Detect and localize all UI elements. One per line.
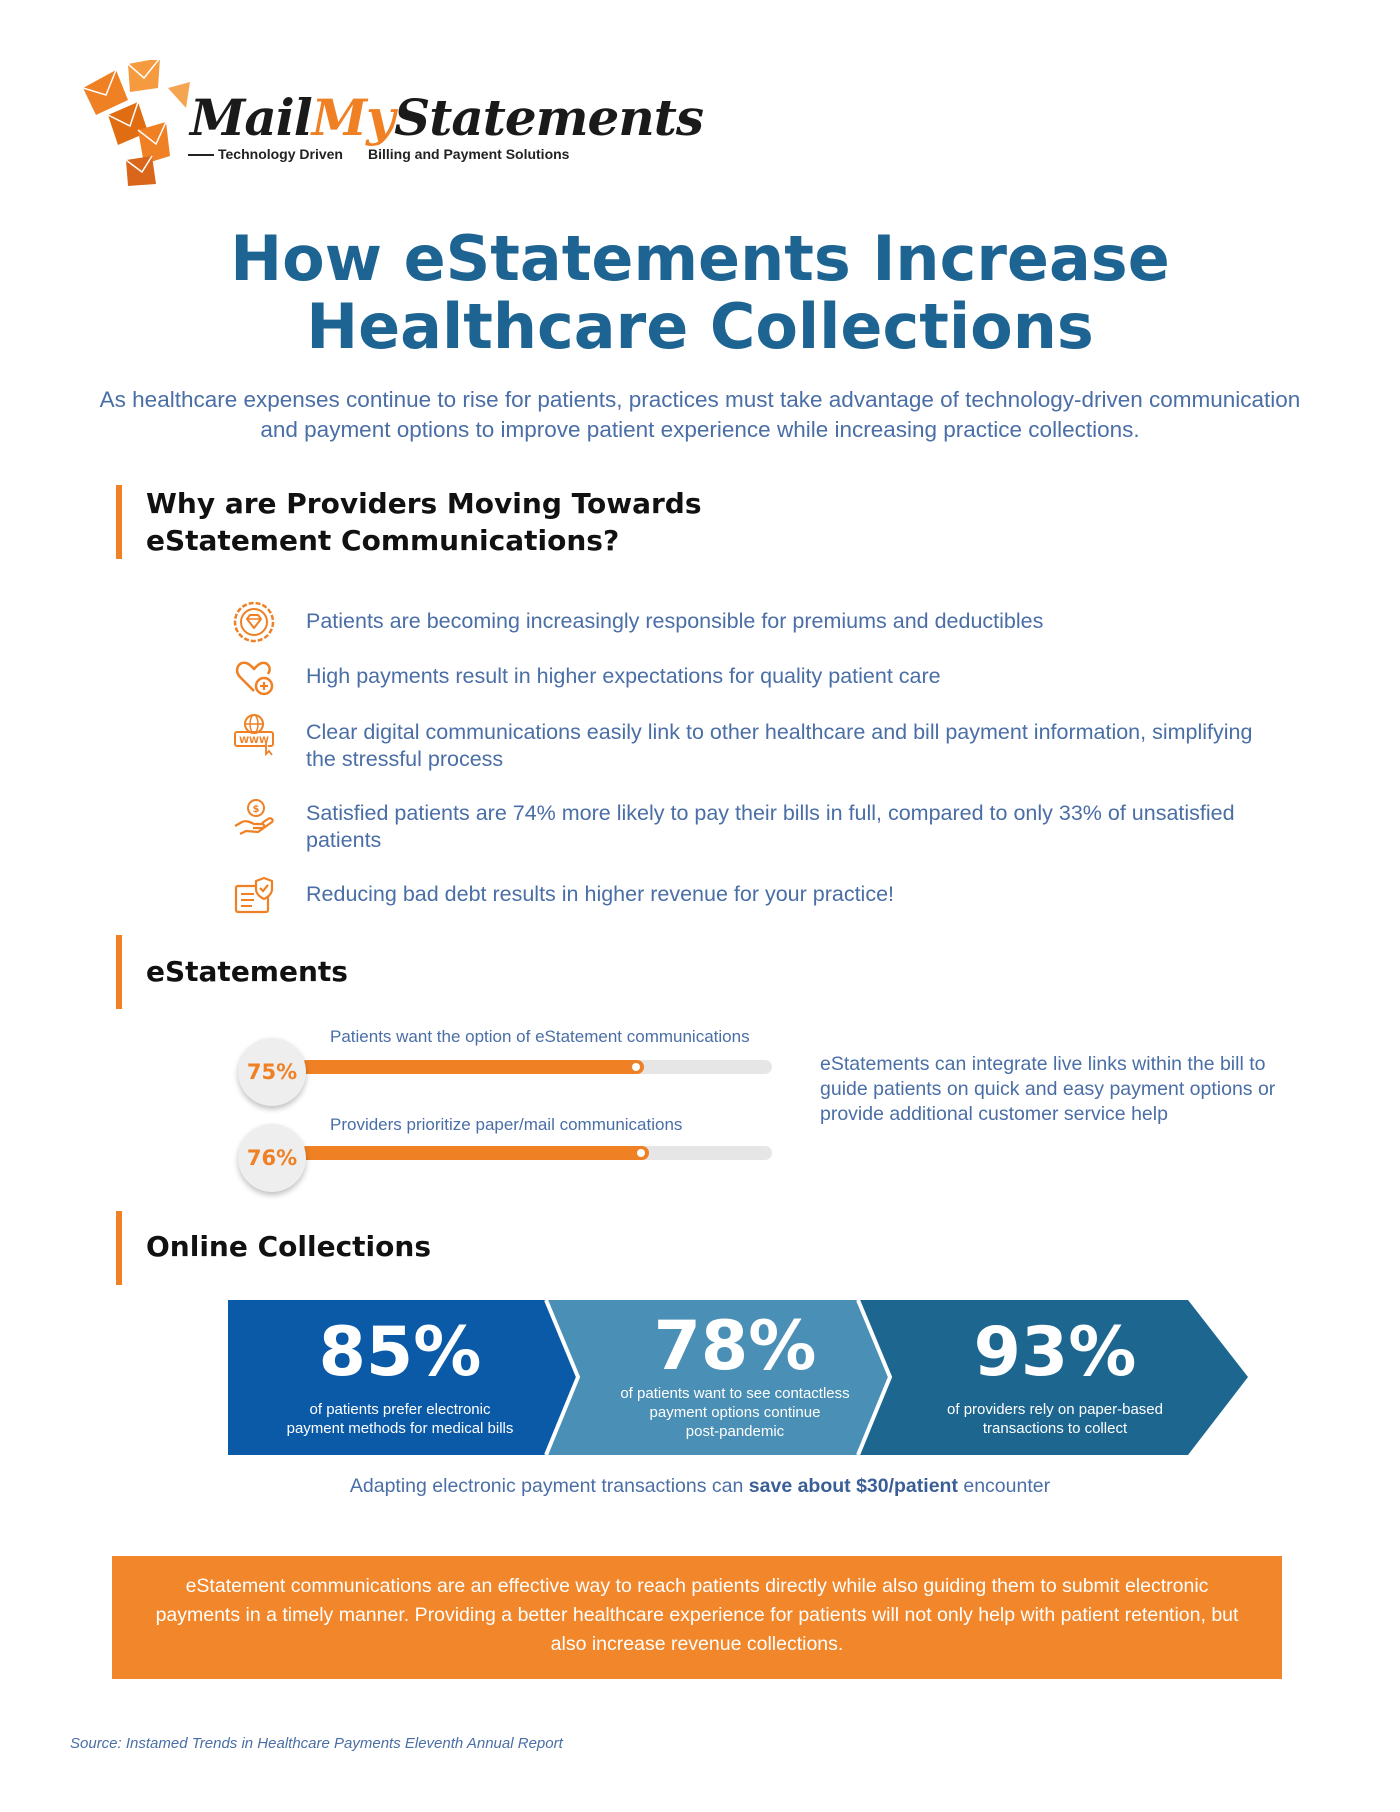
stat-value-2: 78% bbox=[653, 1307, 817, 1386]
stat-desc-2c: post-pandemic bbox=[685, 1423, 785, 1440]
progress-fill-1 bbox=[300, 1060, 644, 1074]
percent-badge-2: 76% bbox=[238, 1124, 306, 1192]
chevron-segment-2 bbox=[516, 1300, 890, 1455]
stat-desc-1a: of patients prefer electronic bbox=[309, 1401, 491, 1418]
svg-text:$: $ bbox=[253, 804, 260, 815]
section-estatements-title: eStatements bbox=[146, 955, 348, 988]
reason-text-3: Clear digital communications easily link… bbox=[306, 720, 1253, 771]
savings-highlight: save about $30/patient bbox=[748, 1475, 958, 1497]
envelope-cluster-icon bbox=[82, 60, 190, 186]
hand-coin-icon: $ bbox=[234, 799, 274, 835]
logo-word-my: My bbox=[311, 88, 395, 147]
verified-document-icon bbox=[234, 876, 274, 914]
stat-desc-2b: payment options continue bbox=[649, 1404, 821, 1421]
source-citation: Source: Instamed Trends in Healthcare Pa… bbox=[70, 1735, 563, 1752]
section-why-title-line2: eStatement Communications? bbox=[146, 524, 620, 557]
stat-desc-2a: of patients want to see contactless bbox=[620, 1385, 850, 1402]
page-title-line1: How eStatements Increase bbox=[230, 222, 1170, 295]
logo-word-mail: Mail bbox=[190, 88, 313, 147]
logo-wordmark: MailMyStatements bbox=[190, 88, 704, 147]
logo-tagline-right: Billing and Payment Solutions bbox=[368, 146, 570, 162]
stat-block-2: 78% of patients want to see contactless … bbox=[590, 1312, 880, 1441]
savings-suffix: encounter bbox=[957, 1475, 1051, 1497]
stat-desc-3b: transactions to collect bbox=[982, 1420, 1128, 1437]
stats-chevron-banner bbox=[228, 1300, 1248, 1455]
bar-label-1: Patients want the option of eStatement c… bbox=[330, 1027, 750, 1046]
savings-line: Adapting electronic payment transactions… bbox=[0, 1475, 1400, 1498]
reason-text-4: Satisfied patients are 74% more likely t… bbox=[306, 801, 1235, 852]
chevron-segment-3 bbox=[858, 1300, 1248, 1455]
company-logo bbox=[82, 60, 190, 186]
stat-block-3: 93% of providers rely on paper-based tra… bbox=[905, 1318, 1205, 1438]
section-why-title: Why are Providers Moving Towards eStatem… bbox=[146, 485, 702, 559]
stat-value-1: 85% bbox=[318, 1313, 482, 1392]
logo-tagline-left: Technology Driven bbox=[188, 146, 343, 162]
svg-text:WWW: WWW bbox=[239, 736, 269, 746]
stat-value-3: 93% bbox=[973, 1313, 1137, 1392]
progress-fill-2 bbox=[300, 1146, 649, 1160]
stat-desc-1b: payment methods for medical bills bbox=[286, 1420, 514, 1437]
intro-paragraph: As healthcare expenses continue to rise … bbox=[99, 387, 1301, 442]
section-why-title-line1: Why are Providers Moving Towards bbox=[146, 487, 702, 520]
section-accent-bar bbox=[116, 485, 122, 559]
heart-plus-icon bbox=[235, 661, 274, 696]
callout-text: eStatement communications are an effecti… bbox=[155, 1575, 1239, 1655]
progress-dot-1 bbox=[632, 1063, 640, 1071]
percent-badge-1: 75% bbox=[238, 1038, 306, 1106]
bar-label-2: Providers prioritize paper/mail communic… bbox=[330, 1115, 683, 1134]
section-accent-bar bbox=[116, 1211, 122, 1285]
www-globe-icon: WWW bbox=[234, 714, 274, 756]
diamond-badge-icon bbox=[233, 601, 275, 643]
callout-box bbox=[112, 1556, 1282, 1679]
savings-prefix: Adapting electronic payment transactions… bbox=[349, 1475, 749, 1497]
progress-dot-2 bbox=[637, 1149, 645, 1157]
chevron-segment-1 bbox=[228, 1300, 578, 1455]
estatements-side-text: eStatements can integrate live links wit… bbox=[820, 1053, 1276, 1125]
reason-text-2: High payments result in higher expectati… bbox=[306, 664, 941, 688]
stat-block-1: 85% of patients prefer electronic paymen… bbox=[250, 1318, 550, 1438]
stat-desc-3a: of providers rely on paper-based bbox=[947, 1401, 1163, 1418]
section-online-title: Online Collections bbox=[146, 1230, 431, 1263]
reason-text-1: Patients are becoming increasingly respo… bbox=[306, 609, 1044, 633]
logo-word-statements: Statements bbox=[394, 88, 704, 147]
page-title-line2: Healthcare Collections bbox=[306, 290, 1094, 363]
reason-text-5: Reducing bad debt results in higher reve… bbox=[306, 882, 895, 906]
section-accent-bar bbox=[116, 935, 122, 1009]
